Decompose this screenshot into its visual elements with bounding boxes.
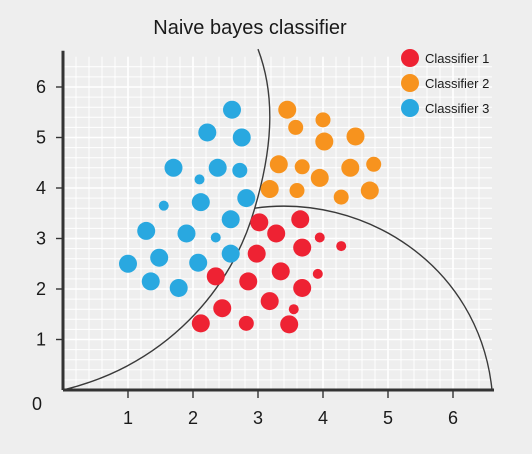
- x-tick-label: 3: [253, 408, 263, 428]
- data-point-classifier-2: [315, 112, 331, 128]
- data-point-classifier-1: [312, 268, 323, 279]
- data-point-classifier-1: [293, 278, 312, 297]
- y-tick-label: 2: [36, 279, 46, 299]
- data-point-classifier-3: [119, 254, 137, 273]
- data-point-classifier-1: [280, 315, 299, 334]
- data-point-classifier-1: [239, 272, 258, 291]
- data-point-classifier-2: [278, 100, 297, 119]
- legend-label-classifier-1: Classifier 1: [425, 51, 489, 66]
- data-point-classifier-3: [198, 123, 217, 142]
- data-point-classifier-2: [333, 189, 349, 205]
- data-point-classifier-2: [310, 168, 329, 187]
- tick-labels: 1 2 3 4 5 6 1 2 3 4 5 6 0: [32, 77, 458, 428]
- data-point-classifier-1: [206, 267, 225, 286]
- data-point-classifier-2: [289, 183, 305, 199]
- data-point-classifier-2: [346, 127, 365, 146]
- data-point-classifier-1: [288, 304, 299, 315]
- data-point-classifier-3: [223, 100, 241, 119]
- data-point-classifier-3: [189, 253, 208, 272]
- data-point-classifier-3: [208, 158, 227, 177]
- data-point-classifier-1: [293, 238, 312, 257]
- x-tick-label: 2: [188, 408, 198, 428]
- chart-title: Naive bayes classifier: [153, 17, 347, 39]
- data-point-classifier-3: [237, 189, 256, 208]
- data-point-classifier-3: [191, 193, 210, 212]
- data-points: [119, 100, 382, 334]
- data-point-classifier-3: [177, 224, 196, 243]
- data-point-classifier-1: [267, 224, 286, 243]
- data-point-classifier-3: [232, 162, 248, 178]
- data-point-classifier-1: [250, 213, 269, 232]
- data-point-classifier-3: [158, 200, 169, 211]
- decision-boundaries: [62, 48, 493, 391]
- data-point-classifier-3: [221, 210, 240, 229]
- legend-marker-classifier-3: [401, 99, 419, 117]
- data-point-classifier-2: [294, 159, 310, 175]
- data-point-classifier-2: [315, 132, 334, 151]
- data-point-classifier-1: [238, 315, 254, 331]
- data-point-classifier-1: [191, 314, 210, 333]
- data-point-classifier-1: [247, 244, 266, 263]
- data-point-classifier-3: [164, 158, 183, 177]
- legend-marker-classifier-1: [401, 49, 419, 67]
- grid: [63, 56, 492, 390]
- y-tick-label: 6: [36, 77, 46, 97]
- data-point-classifier-2: [360, 181, 379, 200]
- boundary-curve-1: [62, 48, 271, 391]
- data-point-classifier-2: [269, 155, 288, 174]
- data-point-classifier-3: [150, 248, 169, 267]
- data-point-classifier-3: [210, 232, 221, 243]
- data-point-classifier-1: [291, 210, 310, 229]
- data-point-classifier-1: [213, 299, 232, 318]
- data-point-classifier-3: [141, 272, 160, 291]
- legend-label-classifier-3: Classifier 3: [425, 101, 489, 116]
- boundary-curve-2: [254, 205, 493, 391]
- data-point-classifier-1: [271, 262, 290, 281]
- data-point-classifier-3: [169, 278, 188, 297]
- data-point-classifier-1: [260, 292, 279, 311]
- data-point-classifier-1: [314, 232, 325, 243]
- data-point-classifier-1: [336, 241, 347, 252]
- data-point-classifier-2: [260, 180, 279, 199]
- x-tick-label: 6: [448, 408, 458, 428]
- data-point-classifier-3: [221, 244, 240, 263]
- origin-label: 0: [32, 394, 42, 414]
- data-point-classifier-3: [194, 174, 205, 185]
- legend-marker-classifier-2: [401, 74, 419, 92]
- y-tick-label: 3: [36, 229, 46, 249]
- y-tick-label: 5: [36, 128, 46, 148]
- data-point-classifier-2: [288, 119, 304, 135]
- x-tick-label: 5: [383, 408, 393, 428]
- data-point-classifier-2: [341, 158, 360, 177]
- x-tick-label: 4: [318, 408, 328, 428]
- data-point-classifier-3: [232, 128, 251, 147]
- y-tick-label: 1: [36, 330, 46, 350]
- data-point-classifier-3: [137, 221, 156, 240]
- legend-label-classifier-2: Classifier 2: [425, 76, 489, 91]
- axes: [56, 50, 494, 398]
- y-tick-label: 4: [36, 178, 46, 198]
- data-point-classifier-2: [366, 156, 382, 172]
- legend: Classifier 1 Classifier 2 Classifier 3: [401, 49, 489, 117]
- x-tick-label: 1: [123, 408, 133, 428]
